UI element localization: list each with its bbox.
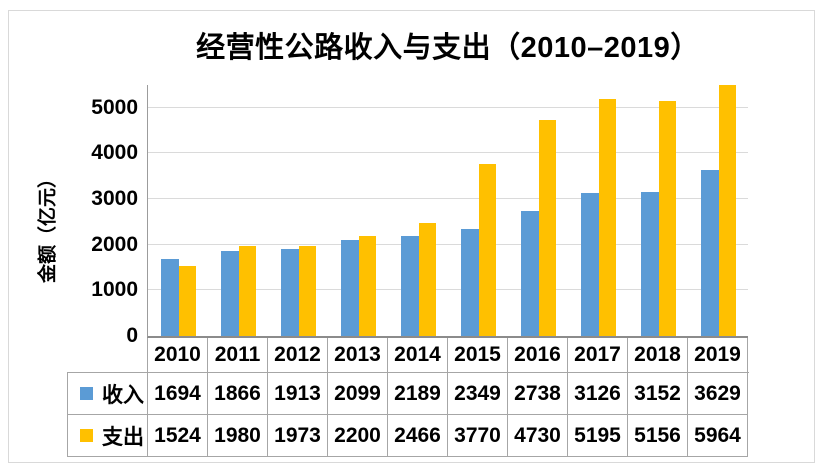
bar: [359, 235, 376, 336]
gridline: [148, 289, 748, 291]
year-header-cell: 2015: [448, 338, 508, 372]
series-row: 支出 1524 1980 1973 2200 2466 3770 4730 5195 5156 59…: [68, 415, 749, 457]
bar: [599, 98, 616, 336]
bar: [239, 245, 256, 336]
value-cell: 2189: [388, 373, 448, 415]
year-header-cell: 2011: [208, 338, 268, 372]
bar: [419, 223, 436, 336]
years-header-row: 2010 2011 2012 2013 2014 2015 2016 2017 2018 2019: [147, 338, 748, 372]
gridline: [148, 106, 748, 108]
data-table: 收入 1694 1866 1913 2099 2189 2349 2738 3126 3152 36…: [67, 372, 749, 457]
value-cell: 2738: [508, 373, 568, 415]
value-cell: 1980: [208, 415, 268, 457]
series-name: 收入: [102, 383, 144, 407]
y-tick-label: 4000: [91, 141, 138, 165]
bar: [341, 240, 359, 336]
bar: [401, 236, 419, 336]
bar: [281, 248, 299, 336]
bar: [719, 85, 736, 336]
value-cell: 5964: [688, 415, 748, 457]
value-cell: 1694: [148, 373, 208, 415]
bar: [461, 228, 479, 336]
series-name: 支出: [102, 425, 144, 449]
bar: [299, 245, 316, 336]
year-header-cell: 2010: [148, 338, 208, 372]
plot-area: [147, 85, 748, 338]
y-tick-label: 3000: [91, 187, 138, 211]
bar: [179, 266, 196, 336]
y-tick-label: 0: [126, 324, 138, 347]
year-header-cell: 2014: [388, 338, 448, 372]
series-legend-cell: 收入: [68, 373, 148, 415]
value-cell: 5195: [568, 415, 628, 457]
series-legend-cell: 支出: [68, 415, 148, 457]
chart-title: 经营性公路收入与支出（2010–2019）: [196, 32, 700, 64]
value-cell: 3629: [688, 373, 748, 415]
legend-key: [80, 429, 93, 442]
gridline: [148, 243, 748, 245]
bar: [221, 250, 239, 336]
value-cell: 5156: [628, 415, 688, 457]
year-header-cell: 2012: [268, 338, 328, 372]
bar: [641, 192, 659, 336]
value-cell: 2349: [448, 373, 508, 415]
bar: [581, 193, 599, 336]
bar: [659, 100, 676, 336]
value-cell: 2200: [328, 415, 388, 457]
bar: [161, 258, 179, 336]
year-header-cell: 2016: [508, 338, 568, 372]
value-cell: 3770: [448, 415, 508, 457]
gridline: [148, 198, 748, 200]
y-tick-label: 1000: [91, 278, 138, 302]
value-cell: 4730: [508, 415, 568, 457]
y-tick-label: 5000: [91, 95, 138, 119]
value-cell: 1913: [268, 373, 328, 415]
value-cell: 2466: [388, 415, 448, 457]
year-header-cell: 2017: [568, 338, 628, 372]
year-header-cell: 2018: [628, 338, 688, 372]
bar: [701, 170, 719, 336]
value-cell: 3152: [628, 373, 688, 415]
value-cell: 1524: [148, 415, 208, 457]
legend-key: [80, 387, 93, 400]
gridline: [148, 152, 748, 154]
value-cell: 3126: [568, 373, 628, 415]
series-row: 收入 1694 1866 1913 2099 2189 2349 2738 3126 3152 36…: [68, 373, 749, 415]
year-header-cell: 2013: [328, 338, 388, 372]
value-cell: 1973: [268, 415, 328, 457]
bar: [479, 163, 496, 336]
value-cell: 1866: [208, 373, 268, 415]
y-tick-label: 2000: [91, 232, 138, 256]
value-cell: 2099: [328, 373, 388, 415]
bar: [521, 211, 539, 336]
year-header-cell: 2019: [688, 338, 748, 372]
bar: [539, 120, 556, 336]
